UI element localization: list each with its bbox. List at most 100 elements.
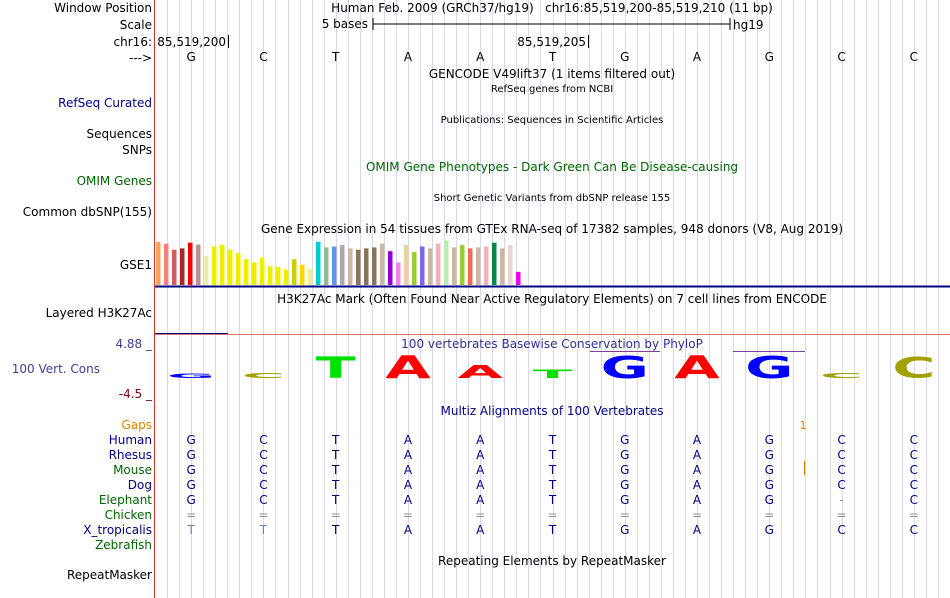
gtex-bar[interactable]: [500, 248, 505, 285]
gtex-bar[interactable]: [284, 269, 289, 285]
gtex-bar[interactable]: [332, 246, 337, 285]
gtex-bar[interactable]: [484, 246, 489, 285]
dbsnp-track[interactable]: Short Genetic Variants from dbSNP releas…: [23, 193, 670, 219]
gtex-bar[interactable]: [420, 246, 425, 285]
alignment-base: C: [910, 493, 918, 507]
alignment-base: -: [839, 493, 843, 507]
gtex-bar[interactable]: [180, 248, 185, 285]
gtex-bar[interactable]: [388, 251, 393, 285]
gtex-bar[interactable]: [260, 257, 265, 285]
gtex-bar[interactable]: [452, 247, 457, 285]
sequences-track-label[interactable]: Sequences: [87, 127, 152, 141]
refseq-track-title: RefSeq genes from NCBI: [491, 84, 613, 95]
ruler-base: C: [259, 50, 267, 64]
logo-letter: C: [820, 372, 863, 380]
alignment-base: A: [693, 463, 702, 477]
repeat-track-label[interactable]: RepeatMasker: [67, 568, 152, 582]
gtex-bar[interactable]: [276, 267, 281, 285]
gtex-bar[interactable]: [396, 262, 401, 285]
gtex-track-label[interactable]: GSE1: [120, 258, 152, 272]
gtex-bar[interactable]: [372, 247, 377, 285]
alignment-base: =: [547, 508, 557, 522]
gtex-bar[interactable]: [196, 244, 201, 285]
gtex-track[interactable]: Gene Expression in 54 tissues from GTEx …: [120, 222, 950, 288]
gtex-bar[interactable]: [436, 243, 441, 285]
multiz-track[interactable]: Multiz Alignments of 100 Vertebrates Gap…: [83, 404, 919, 552]
refseq-track[interactable]: RefSeq genes from NCBI RefSeq Curated: [58, 84, 613, 110]
gtex-bar[interactable]: [300, 264, 305, 285]
alignment-base: C: [910, 433, 918, 447]
gtex-bar[interactable]: [244, 259, 249, 285]
gtex-bar[interactable]: [188, 242, 193, 285]
gtex-bar[interactable]: [236, 253, 241, 285]
species-label[interactable]: Dog: [128, 478, 152, 492]
gtex-bar[interactable]: [412, 252, 417, 285]
ruler-base: C: [910, 50, 918, 64]
omim-track[interactable]: OMIM Gene Phenotypes - Dark Green Can Be…: [77, 160, 738, 188]
gtex-bar[interactable]: [212, 246, 217, 285]
alignment-base: =: [258, 508, 268, 522]
gtex-bar[interactable]: [468, 248, 473, 285]
gtex-bar[interactable]: [204, 255, 209, 285]
gtex-bar[interactable]: [444, 240, 449, 285]
cons-track-label[interactable]: 100 Vert. Cons: [12, 362, 100, 376]
ruler-base: G: [765, 50, 774, 64]
gtex-bar[interactable]: [508, 245, 513, 285]
gtex-bar[interactable]: [252, 262, 257, 285]
gtex-bar[interactable]: [228, 249, 233, 285]
species-label[interactable]: Human: [109, 433, 152, 447]
species-label[interactable]: Rhesus: [109, 448, 152, 462]
conservation-track[interactable]: 100 vertebrates Basewise Conservation by…: [12, 333, 936, 402]
logo-letter: T: [532, 368, 572, 381]
gtex-bar[interactable]: [364, 248, 369, 285]
gtex-bars[interactable]: [156, 240, 521, 285]
h3k27ac-track-label[interactable]: Layered H3K27Ac: [46, 306, 152, 320]
gtex-bar[interactable]: [516, 271, 521, 285]
gtex-bar[interactable]: [460, 245, 465, 285]
ruler-base: A: [476, 50, 485, 64]
species-label[interactable]: Zebrafish: [95, 538, 152, 552]
omim-track-label[interactable]: OMIM Genes: [77, 174, 152, 188]
gtex-bar[interactable]: [292, 259, 297, 285]
species-label[interactable]: X_tropicalis: [83, 523, 152, 537]
gencode-track-title: GENCODE V49lift37 (1 items filtered out): [429, 67, 675, 81]
species-label[interactable]: Chicken: [105, 508, 152, 522]
alignment-base: C: [837, 523, 845, 537]
gtex-bar[interactable]: [356, 249, 361, 285]
gencode-track[interactable]: GENCODE V49lift37 (1 items filtered out): [429, 67, 675, 81]
repeatmasker-track[interactable]: Repeating Elements by RepeatMasker Repea…: [67, 554, 666, 582]
gtex-bar[interactable]: [476, 247, 481, 285]
gtex-bar[interactable]: [220, 244, 225, 285]
alignment-base: A: [476, 478, 485, 492]
gtex-bar[interactable]: [164, 243, 169, 285]
gtex-bar[interactable]: [380, 243, 385, 285]
species-label[interactable]: Elephant: [99, 493, 152, 507]
alignment-base: A: [404, 463, 413, 477]
alignment-base: G: [620, 493, 629, 507]
refseq-track-label[interactable]: RefSeq Curated: [58, 96, 152, 110]
gtex-bar[interactable]: [156, 241, 161, 285]
snps-track-label[interactable]: SNPs: [122, 143, 152, 157]
species-label[interactable]: Mouse: [113, 463, 152, 477]
gtex-bar[interactable]: [172, 249, 177, 285]
gtex-bar[interactable]: [428, 248, 433, 285]
gtex-bar[interactable]: [340, 245, 345, 285]
dbsnp-track-label[interactable]: Common dbSNP(155): [23, 205, 152, 219]
gtex-bar[interactable]: [316, 241, 321, 285]
alignment-base: G: [765, 493, 774, 507]
gtex-bar[interactable]: [404, 245, 409, 285]
alignment-base: G: [620, 448, 629, 462]
publications-track[interactable]: Publications: Sequences in Scientific Ar…: [87, 115, 664, 157]
alignment-base: A: [404, 493, 413, 507]
gtex-bar[interactable]: [268, 266, 273, 285]
gtex-bar[interactable]: [308, 268, 313, 285]
h3k27ac-track[interactable]: H3K27Ac Mark (Often Found Near Active Re…: [46, 292, 950, 335]
cons-max-label: 4.88 _: [115, 337, 153, 351]
ruler-track[interactable]: Window Position Human Feb. 2009 (GRCh37/…: [54, 1, 918, 65]
ruler-base: G: [186, 50, 195, 64]
gtex-bar[interactable]: [348, 248, 353, 285]
chrom-label: chr16:: [114, 35, 152, 49]
gtex-bar[interactable]: [324, 247, 329, 285]
gtex-bar[interactable]: [492, 242, 497, 285]
